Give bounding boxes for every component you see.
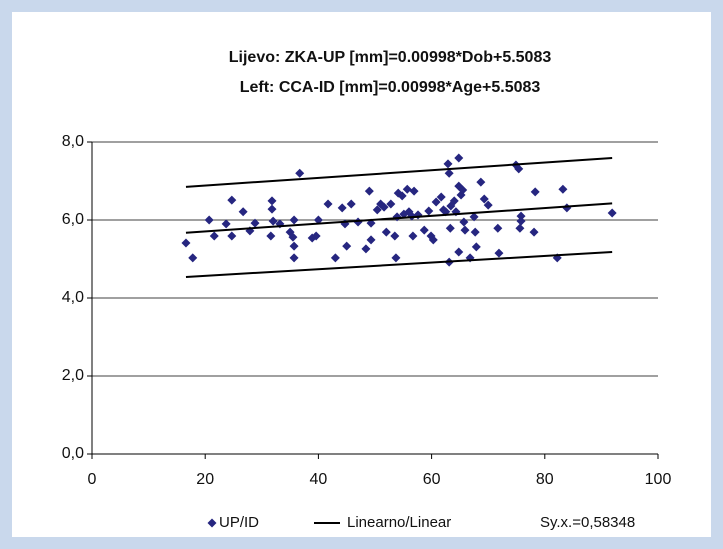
point — [458, 185, 468, 195]
point — [337, 203, 347, 213]
point — [530, 187, 540, 197]
point — [313, 215, 323, 225]
y-tick-label: 0,0 — [62, 445, 84, 462]
point — [266, 231, 276, 241]
point — [181, 238, 191, 248]
y-tick-label: 4,0 — [62, 289, 84, 306]
y-tick-label: 2,0 — [62, 367, 84, 384]
point — [295, 168, 305, 178]
point — [408, 231, 418, 241]
point — [431, 197, 441, 207]
point — [323, 199, 333, 209]
point — [227, 231, 237, 241]
y-tick-label: 6,0 — [62, 211, 84, 228]
point — [460, 225, 470, 235]
point — [188, 253, 198, 263]
legend-marker — [207, 518, 217, 528]
point — [607, 208, 617, 218]
x-tick-label: 40 — [310, 471, 328, 488]
point — [479, 194, 489, 204]
point — [353, 217, 363, 227]
x-tick-label: 60 — [423, 471, 441, 488]
point — [397, 191, 407, 201]
point — [238, 207, 248, 217]
line — [185, 250, 613, 278]
point — [454, 247, 464, 257]
point — [449, 196, 459, 206]
point — [514, 164, 524, 174]
legend-label: Linearno/Linear — [347, 514, 451, 531]
point — [267, 196, 277, 206]
point — [529, 227, 539, 237]
x-tick-label: 20 — [196, 471, 214, 488]
point — [483, 200, 493, 210]
point — [204, 215, 214, 225]
point — [516, 211, 526, 221]
point — [289, 241, 299, 251]
annotation: Sy.x.=0,58348 — [540, 514, 635, 531]
point — [390, 231, 400, 241]
point — [444, 168, 454, 178]
point — [311, 231, 321, 241]
line — [185, 156, 613, 188]
point — [364, 186, 374, 196]
point — [372, 205, 382, 215]
point — [493, 223, 503, 233]
x-tick-label: 80 — [536, 471, 554, 488]
point — [289, 215, 299, 225]
point — [558, 184, 568, 194]
point — [443, 159, 453, 169]
point — [250, 218, 260, 228]
point — [454, 153, 464, 163]
panel — [12, 12, 711, 537]
point — [288, 232, 298, 242]
point — [330, 253, 340, 263]
point — [436, 192, 446, 202]
point — [209, 231, 219, 241]
point — [289, 253, 299, 263]
x-tick-label: 0 — [88, 471, 97, 488]
point — [386, 199, 396, 209]
point — [402, 184, 412, 194]
point — [419, 225, 429, 235]
point — [428, 235, 438, 245]
point — [267, 204, 277, 214]
point — [516, 216, 526, 226]
x-tick-label: 100 — [645, 471, 672, 488]
point — [361, 244, 371, 254]
legend-label: UP/ID — [219, 514, 259, 531]
y-tick-label: 8,0 — [62, 133, 84, 150]
point — [227, 195, 237, 205]
point — [342, 241, 352, 251]
point — [445, 223, 455, 233]
point — [470, 227, 480, 237]
point — [379, 202, 389, 212]
point — [459, 217, 469, 227]
point — [476, 177, 486, 187]
chart-title: Lijevo: ZKA-UP [mm]=0.00998*Dob+5.5083 — [229, 49, 552, 66]
point — [494, 248, 504, 258]
point — [391, 253, 401, 263]
point — [381, 227, 391, 237]
line — [185, 202, 613, 234]
point — [471, 242, 481, 252]
point — [268, 216, 278, 226]
point — [409, 186, 419, 196]
point — [346, 199, 356, 209]
chart-subtitle: Left: CCA-ID [mm]=0.00998*Age+5.5083 — [240, 79, 541, 96]
point — [366, 235, 376, 245]
point — [515, 223, 525, 233]
point — [424, 206, 434, 216]
point — [469, 212, 479, 222]
point — [221, 219, 231, 229]
